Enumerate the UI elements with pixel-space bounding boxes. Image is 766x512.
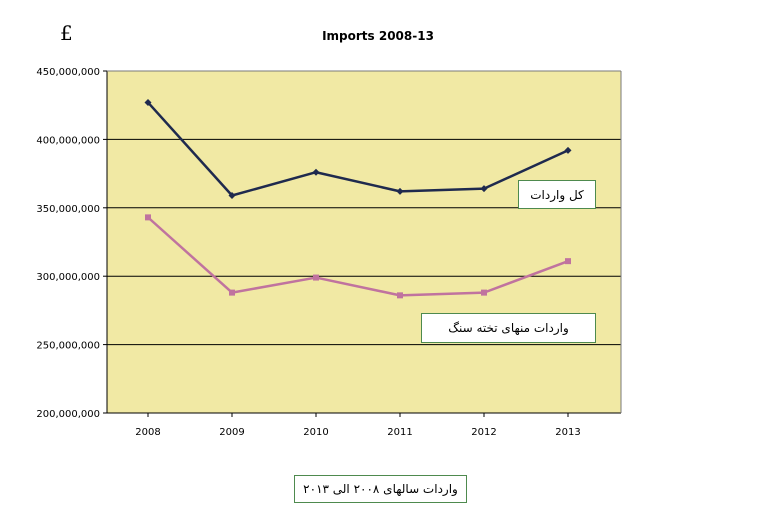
data-point-total-imports — [564, 146, 572, 154]
legend-label-total-imports: کل واردات — [518, 180, 596, 209]
y-tick-label: 350,000,000 — [36, 204, 100, 215]
data-point-imports-excluding-stone-slabs — [481, 289, 487, 296]
data-point-imports-excluding-stone-slabs — [565, 258, 571, 265]
legend-label-imports-excluding-stone-slabs: واردات منهای تخته سنگ — [421, 313, 596, 343]
chart-caption: واردات سالهای ۲۰۰۸ الی ۲۰۱۳ — [294, 475, 467, 503]
x-tick-label: 2011 — [387, 427, 412, 438]
chart-title: Imports 2008-13 — [322, 29, 434, 43]
x-axis-tick-labels: 2008 2009 2010 2011 2012 2013 — [135, 427, 580, 438]
y-tick-label: 400,000,000 — [36, 135, 100, 146]
x-tick-label: 2013 — [555, 427, 580, 438]
currency-symbol: £ — [60, 21, 73, 45]
x-tick-label: 2008 — [135, 427, 160, 438]
y-axis-tick-labels: 200,000,000 250,000,000 300,000,000 350,000… — [36, 67, 100, 420]
data-point-total-imports — [144, 98, 152, 106]
data-point-imports-excluding-stone-slabs — [145, 214, 151, 221]
data-point-total-imports — [396, 187, 404, 195]
y-tick-label: 450,000,000 — [36, 67, 100, 78]
data-point-total-imports — [312, 168, 320, 176]
y-tick-label: 250,000,000 — [36, 341, 100, 352]
data-point-imports-excluding-stone-slabs — [397, 292, 403, 299]
y-tick-label: 300,000,000 — [36, 272, 100, 283]
data-point-total-imports — [228, 191, 236, 199]
x-tick-label: 2010 — [303, 427, 328, 438]
series-lines — [144, 98, 572, 299]
data-point-total-imports — [480, 185, 488, 193]
x-tick-label: 2009 — [219, 427, 244, 438]
series-line-total-imports — [147, 101, 569, 197]
y-tick-label: 200,000,000 — [36, 409, 100, 420]
series-line-imports-excluding-stone-slabs — [147, 216, 569, 297]
x-tick-label: 2012 — [471, 427, 496, 438]
plot-area — [107, 71, 621, 413]
data-point-imports-excluding-stone-slabs — [313, 274, 319, 281]
data-point-imports-excluding-stone-slabs — [229, 289, 235, 296]
axes — [106, 70, 622, 417]
